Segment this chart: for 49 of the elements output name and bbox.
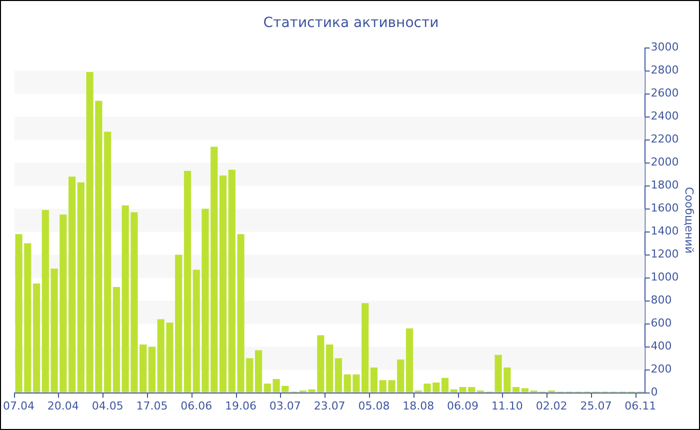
- y-tick-label: 800: [650, 294, 672, 307]
- bar: [254, 350, 262, 392]
- y-tick-label: 2600: [650, 86, 679, 100]
- x-tick-label: 02.02: [536, 399, 568, 412]
- x-tick-label: 04.05: [92, 399, 124, 412]
- y-tick-label: 2800: [650, 64, 679, 77]
- y-tick-label: 2000: [650, 156, 679, 169]
- y-tick-label: 1400: [650, 224, 679, 238]
- bar: [334, 358, 342, 392]
- y-tick-label: 400: [650, 340, 672, 353]
- y-tick-label: 1800: [650, 178, 679, 192]
- x-tick-label: 06.09: [447, 399, 479, 412]
- x-tick-label: 19.06: [225, 399, 257, 412]
- x-tick-label: 05.08: [358, 399, 390, 412]
- bar: [77, 182, 84, 392]
- y-tick-label: 1200: [650, 248, 679, 261]
- x-tick-label: 18.08: [402, 399, 434, 412]
- bar: [32, 284, 40, 392]
- bar: [112, 287, 120, 392]
- y-tick-label: 0: [650, 386, 658, 399]
- chart-title: Статистика активности: [263, 15, 439, 32]
- x-tick-label: 03.07: [269, 399, 301, 412]
- bar: [148, 346, 156, 392]
- bar: [184, 170, 192, 392]
- bar: [370, 368, 378, 392]
- y-tick-label: 2400: [650, 110, 679, 123]
- bar: [521, 388, 528, 392]
- x-tick-label: 06.06: [180, 399, 212, 412]
- bar: [326, 344, 334, 392]
- bar: [219, 175, 227, 392]
- y-tick-label: 200: [650, 362, 672, 376]
- bar: [512, 387, 520, 392]
- y-tick-label: 1600: [650, 202, 679, 215]
- y-tick-label: 600: [650, 316, 672, 330]
- y-axis-title: Сообщений: [682, 187, 696, 254]
- bar: [104, 132, 112, 392]
- x-tick-label: 06.11: [624, 399, 656, 412]
- x-tick-label: 23.07: [314, 399, 346, 412]
- x-tick-label: 20.04: [47, 399, 79, 412]
- x-tick-label: 25.07: [580, 399, 612, 412]
- y-tick-label: 1000: [650, 270, 679, 284]
- y-tick-label: 3000: [650, 40, 679, 54]
- bar: [406, 328, 414, 392]
- x-tick-label: 07.04: [3, 399, 35, 412]
- x-tick-label: 17.05: [136, 399, 168, 412]
- bar: [441, 378, 449, 392]
- x-tick-label: 11.10: [491, 399, 523, 412]
- y-tick-label: 2200: [650, 132, 679, 146]
- bar: [68, 176, 76, 392]
